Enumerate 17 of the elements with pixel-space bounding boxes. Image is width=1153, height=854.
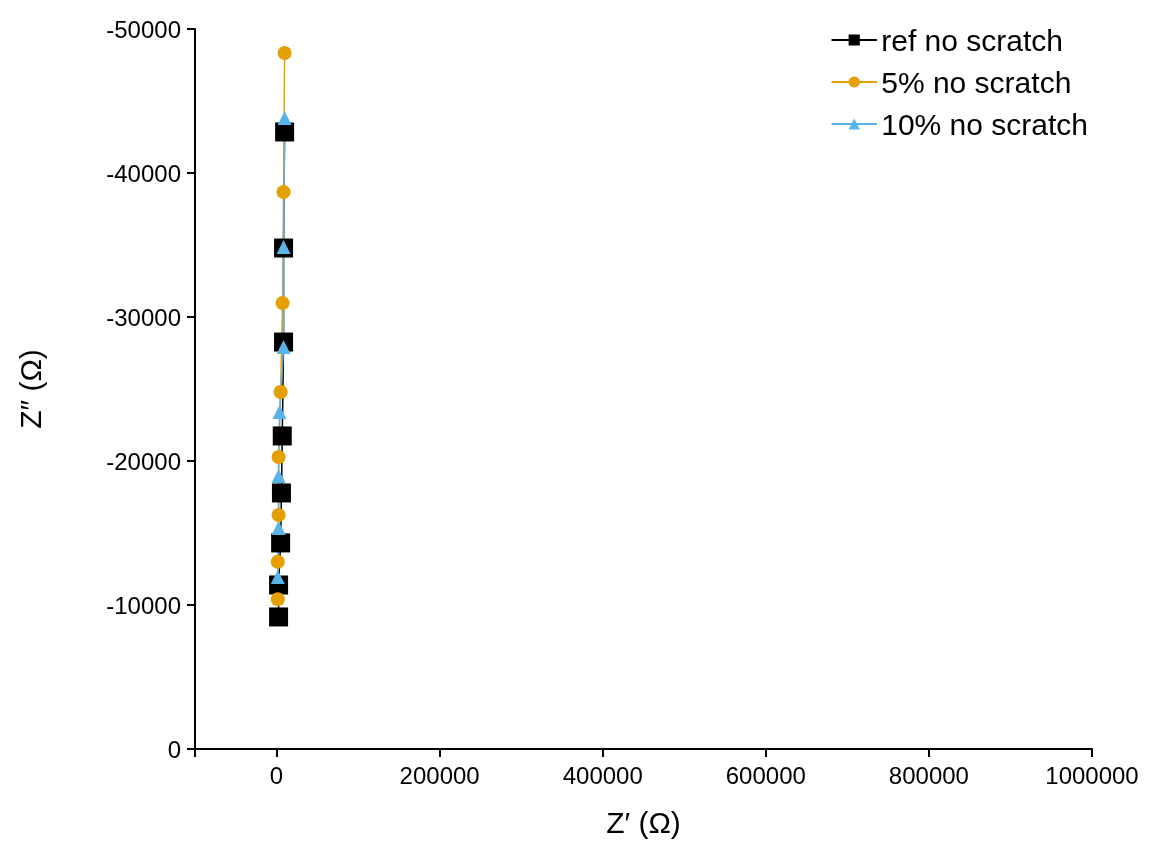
y-tick-label: 0 — [167, 735, 181, 763]
x-tick-label: 800000 — [888, 761, 969, 789]
y-tick-label: -10000 — [106, 591, 181, 619]
x-tick-label: 400000 — [562, 761, 643, 789]
y-tick-label: -30000 — [106, 303, 181, 331]
x-tick-label: 1000000 — [1045, 761, 1139, 789]
y-tick-label: -20000 — [106, 447, 181, 475]
y-tick-label: -50000 — [106, 15, 181, 43]
y-tick-label: -40000 — [106, 159, 181, 187]
legend-label: 10% no scratch — [881, 107, 1088, 141]
x-tick-label: 0 — [269, 761, 284, 789]
x-tick-label: 600000 — [725, 761, 806, 789]
legend-label: 5% no scratch — [881, 65, 1072, 99]
x-tick-label: 200000 — [399, 761, 480, 789]
x-axis-title: Z′ (Ω) — [606, 805, 681, 839]
y-axis-title: Z″ (Ω) — [13, 349, 47, 429]
legend-label: ref no scratch — [881, 23, 1063, 57]
